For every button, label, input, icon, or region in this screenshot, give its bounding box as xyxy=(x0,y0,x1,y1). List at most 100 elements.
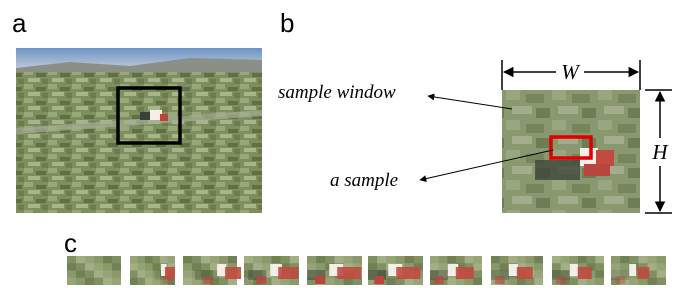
thumbnail-texture xyxy=(168,256,176,263)
sample-label: a sample xyxy=(330,170,398,191)
thumbnail-texture xyxy=(85,278,94,285)
thumbnail-red xyxy=(203,276,213,284)
thumbnail-texture xyxy=(201,263,210,270)
width-label: W xyxy=(561,60,581,84)
thumbnail-texture xyxy=(228,256,237,263)
thumbnail-texture xyxy=(94,263,103,270)
sample-thumbnail xyxy=(368,256,423,285)
thumbnail-texture xyxy=(112,278,121,285)
thumbnail-texture xyxy=(430,256,439,263)
thumbnail-texture xyxy=(85,271,94,278)
panel-label: b xyxy=(280,8,294,38)
thumbnail-texture xyxy=(290,256,299,263)
thumbnail-texture xyxy=(534,256,543,263)
thumbnail-texture xyxy=(103,278,112,285)
thumbnail-texture xyxy=(85,263,94,270)
thumbnail-texture xyxy=(76,278,85,285)
sample-thumbnail xyxy=(307,256,362,285)
thumbnail-texture xyxy=(386,256,395,263)
thumbnail-red xyxy=(374,276,384,284)
thumbnail-texture xyxy=(183,278,192,285)
thumbnail-red xyxy=(578,267,592,279)
thumbnail-texture xyxy=(67,278,76,285)
sample-thumbnail xyxy=(611,256,666,285)
thumbnail-texture xyxy=(112,263,121,270)
thumbnail-texture xyxy=(473,271,482,278)
thumbnail-texture xyxy=(639,256,648,263)
thumbnail-texture xyxy=(473,263,482,270)
sample-thumbnail xyxy=(244,256,299,285)
thumbnail-texture xyxy=(94,256,103,263)
thumbnail-texture xyxy=(138,256,146,263)
thumbnail-texture xyxy=(657,278,666,285)
thumbnail-texture xyxy=(491,256,500,263)
thumbnail-texture xyxy=(94,271,103,278)
thumbnail-texture xyxy=(534,278,543,285)
thumbnail-texture xyxy=(153,263,161,270)
thumbnail-texture xyxy=(587,256,596,263)
thumbnail-texture xyxy=(595,256,604,263)
thumbnail-texture xyxy=(145,263,153,270)
thumbnail-texture xyxy=(569,256,578,263)
thumbnail-texture xyxy=(103,263,112,270)
thumbnail-texture xyxy=(76,256,85,263)
thumbnail-texture xyxy=(578,256,587,263)
thumbnail-texture xyxy=(325,278,334,285)
thumbnail-texture xyxy=(244,256,253,263)
thumbnail-texture xyxy=(145,278,153,285)
thumbnail-texture xyxy=(430,263,439,270)
thumbnail-texture xyxy=(192,263,201,270)
figure: a b W H sample window a sample c xyxy=(0,0,686,288)
thumbnail-texture xyxy=(85,256,94,263)
thumbnail-white xyxy=(629,264,636,276)
thumbnail-texture xyxy=(561,256,570,263)
thumbnail-texture xyxy=(145,271,153,278)
thumbnail-red xyxy=(337,267,361,279)
thumbnail-texture xyxy=(405,256,414,263)
thumbnail-texture xyxy=(344,256,353,263)
thumbnail-texture xyxy=(611,256,620,263)
sample-thumbnail xyxy=(430,256,482,285)
thumbnail-texture xyxy=(253,263,262,270)
thumbnail-texture xyxy=(76,271,85,278)
thumbnail-texture xyxy=(112,256,121,263)
thumbnail-texture xyxy=(368,263,377,270)
thumbnail-texture xyxy=(67,256,76,263)
thumbnail-red xyxy=(495,276,505,284)
thumbnail-white xyxy=(217,264,226,276)
thumbnail-texture xyxy=(386,278,395,285)
thumbnail-texture xyxy=(201,256,210,263)
thumbnail-texture xyxy=(534,263,543,270)
height-label: H xyxy=(651,140,669,164)
thumbnail-texture xyxy=(67,271,76,278)
sample-strip xyxy=(67,256,666,285)
thumbnail-texture xyxy=(183,263,192,270)
thumbnail-texture xyxy=(629,256,638,263)
thumbnail-texture xyxy=(465,256,474,263)
thumbnail-texture xyxy=(517,256,526,263)
thumbnail-texture xyxy=(447,278,456,285)
thumbnail-texture xyxy=(629,278,638,285)
panel-label: a xyxy=(12,8,27,38)
thumbnail-red xyxy=(615,276,625,284)
thumbnail-red xyxy=(396,267,420,279)
thumbnail-white xyxy=(570,264,578,276)
thumbnail-red xyxy=(163,276,173,284)
sample-thumbnail xyxy=(552,256,604,285)
thumbnail-texture xyxy=(219,256,228,263)
thumbnail-texture xyxy=(620,256,629,263)
thumbnail-red xyxy=(256,276,266,284)
thumbnail-texture xyxy=(325,256,334,263)
thumbnail-texture xyxy=(281,256,290,263)
thumbnail-texture xyxy=(103,256,112,263)
thumbnail-texture xyxy=(130,271,138,278)
thumbnail-texture xyxy=(648,256,657,263)
sample-thumbnail xyxy=(491,256,543,285)
thumbnail-texture xyxy=(439,256,448,263)
thumbnail-texture xyxy=(183,271,192,278)
thumbnail-texture xyxy=(353,256,362,263)
thumbnail-texture xyxy=(561,263,570,270)
annotation-arrow xyxy=(428,96,512,109)
thumbnail-red xyxy=(315,276,325,284)
thumbnail-texture xyxy=(595,263,604,270)
